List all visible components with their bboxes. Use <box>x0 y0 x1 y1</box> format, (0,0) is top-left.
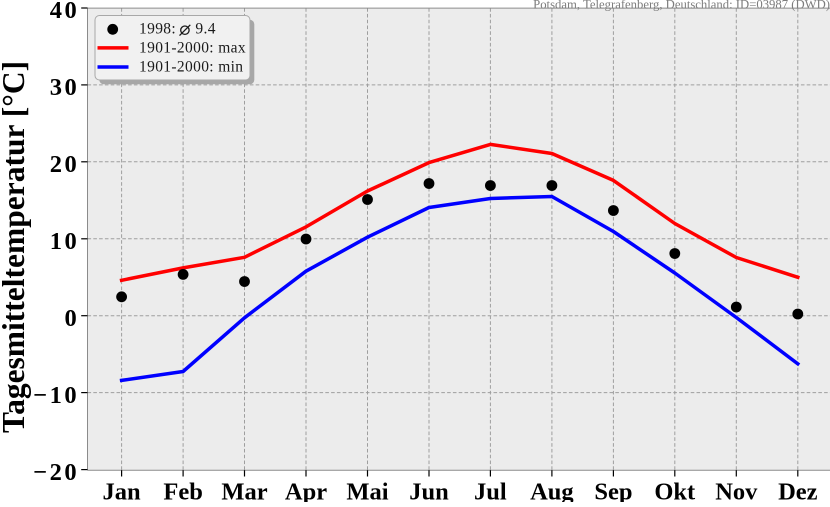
svg-text:9.4: 9.4 <box>195 21 215 38</box>
svg-text:Aug: Aug <box>530 479 574 502</box>
svg-text:1901-2000: min: 1901-2000: min <box>139 58 243 75</box>
svg-text:Jun: Jun <box>409 479 449 502</box>
svg-text:10: 10 <box>50 228 80 255</box>
svg-text:40: 40 <box>50 0 80 24</box>
svg-text:−10: −10 <box>33 382 79 409</box>
svg-text:Jan: Jan <box>103 479 142 502</box>
svg-text:Apr: Apr <box>285 479 327 502</box>
svg-text:20: 20 <box>50 151 80 178</box>
svg-text:−20: −20 <box>33 459 79 486</box>
svg-text:Mai: Mai <box>346 479 388 502</box>
svg-text:0: 0 <box>64 305 79 332</box>
svg-text:Nov: Nov <box>715 479 758 502</box>
svg-text:1998:: 1998: <box>139 21 176 38</box>
svg-text:30: 30 <box>50 74 80 101</box>
svg-text:Sep: Sep <box>594 479 632 502</box>
svg-text:1901-2000: max: 1901-2000: max <box>139 39 246 56</box>
svg-text:Okt: Okt <box>654 479 696 502</box>
svg-text:Dez: Dez <box>778 479 818 502</box>
svg-text:Jul: Jul <box>474 479 507 502</box>
svg-text:Mar: Mar <box>221 479 267 502</box>
svg-text:Feb: Feb <box>163 479 202 502</box>
svg-text:Potsdam, Telegrafenberg, Deuts: Potsdam, Telegrafenberg, Deutschland: ID… <box>533 0 830 11</box>
svg-text:Tagesmitteltemperatur [°C]: Tagesmitteltemperatur [°C] <box>0 61 31 433</box>
